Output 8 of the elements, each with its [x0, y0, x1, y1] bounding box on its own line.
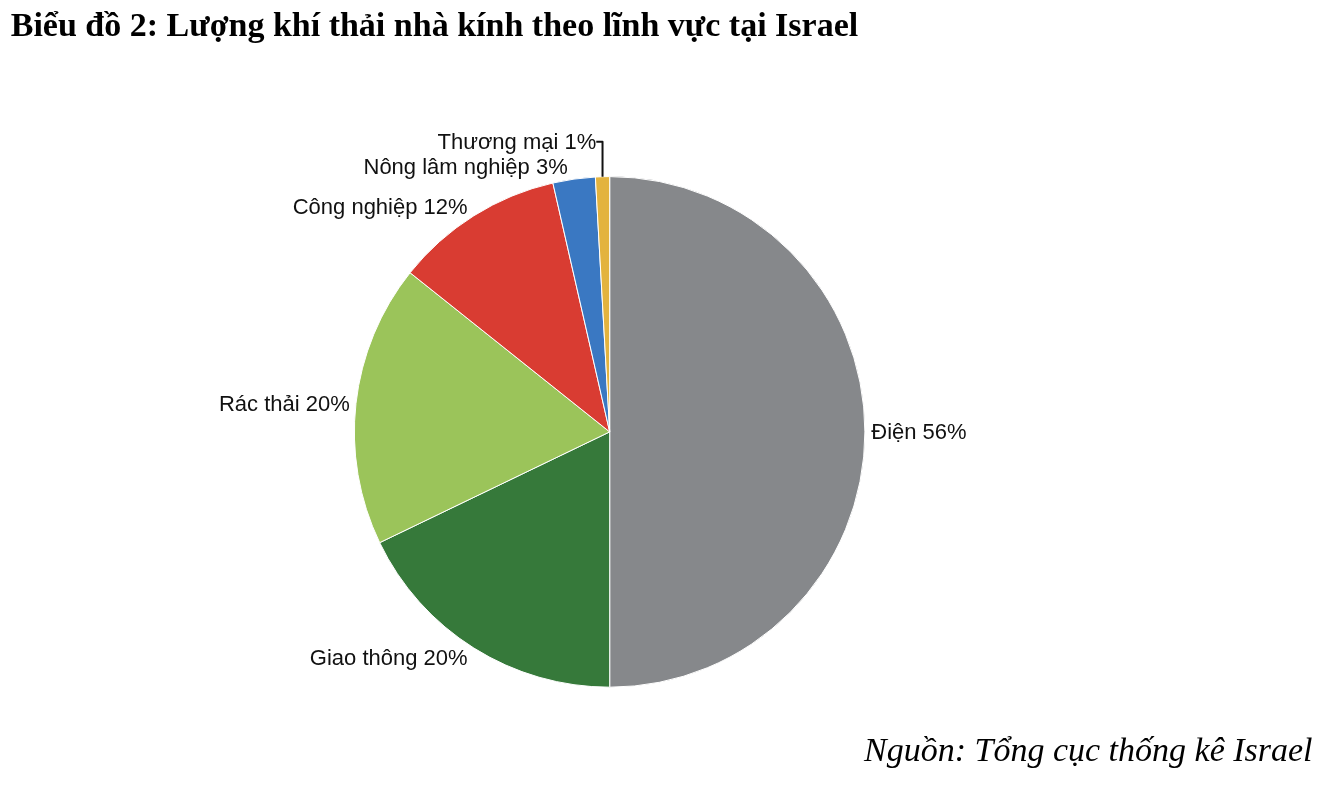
slice-label: Thương mại 1% — [437, 129, 597, 155]
slice-label: Rác thải 20% — [218, 390, 350, 416]
text: Nguồn: Tổng cục thống kê Israel — [863, 731, 1313, 768]
slice-label: Điện 56% — [871, 419, 967, 445]
chart-title: Biểu đồ 2: Lượng khí thải nhà kính theo lĩnh vực tại Israel — [10, 5, 859, 43]
slice-label: Công nghiệp 12% — [292, 194, 468, 220]
slice-label: Giao thông 20% — [309, 644, 468, 670]
slice-label: Nông lâm nghiệp 3% — [363, 154, 568, 180]
